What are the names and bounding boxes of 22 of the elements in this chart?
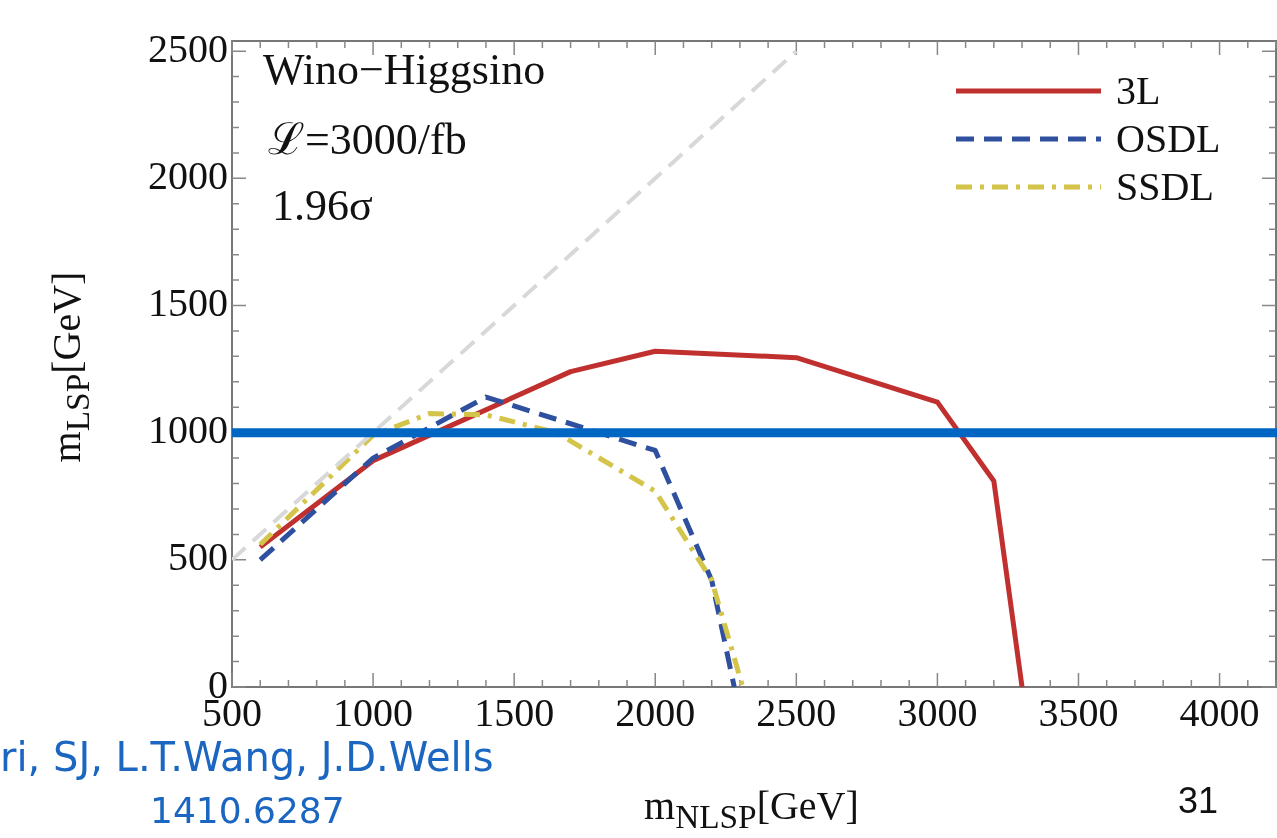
x-axis-title: m$_{NLSP}$[GeV] (644, 782, 859, 836)
y-tick-label: 2500 (148, 25, 228, 71)
text: 31 (1178, 780, 1219, 822)
y-tick-label: 1000 (148, 407, 228, 453)
text: ri, SJ, L.T.Wang, J.D.Wells (0, 734, 494, 780)
x-tick-label: 1500 (474, 689, 555, 735)
x-tick-label: 4000 (1179, 689, 1260, 735)
legend-label: SSDL (1116, 163, 1214, 209)
annotation: 1.96σ (272, 180, 373, 231)
x-tick-label: 3000 (897, 689, 978, 735)
legend-label: 3L (1116, 67, 1161, 113)
y-tick-label: 1500 (148, 280, 228, 325)
x-tick-label: 2500 (756, 689, 837, 735)
x-tick-label: 3500 (1038, 689, 1119, 735)
annotation: Wino−Higgsino (263, 44, 546, 95)
y-tick-label: 2000 (148, 152, 228, 198)
y-tick-label: 500 (168, 534, 228, 580)
x-tick-label: 1000 (333, 689, 414, 735)
x-tick-label: 2000 (615, 689, 696, 735)
legend-label: OSDL (1116, 115, 1221, 161)
text: 1410.6287 (150, 790, 345, 831)
annotation: ℒ=3000/fb (268, 114, 467, 166)
